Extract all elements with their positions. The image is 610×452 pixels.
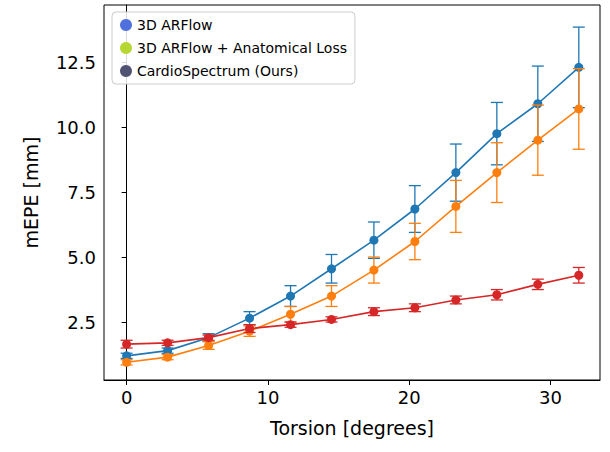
svg-text:CardioSpectrum (Ours): CardioSpectrum (Ours) [137, 63, 298, 79]
svg-text:2.5: 2.5 [67, 312, 96, 333]
svg-text:0: 0 [121, 387, 132, 408]
svg-text:3D ARFlow + Anatomical Loss: 3D ARFlow + Anatomical Loss [137, 40, 347, 56]
svg-text:10: 10 [256, 387, 279, 408]
svg-text:3D ARFlow: 3D ARFlow [137, 17, 212, 33]
svg-text:7.5: 7.5 [67, 182, 96, 203]
svg-text:5.0: 5.0 [67, 247, 96, 268]
svg-text:12.5: 12.5 [56, 52, 96, 73]
svg-text:mEPE [mm]: mEPE [mm] [20, 137, 42, 249]
svg-text:Torsion [degrees]: Torsion [degrees] [269, 417, 434, 439]
svg-text:10.0: 10.0 [56, 117, 96, 138]
svg-text:20: 20 [398, 387, 421, 408]
svg-text:30: 30 [539, 387, 562, 408]
